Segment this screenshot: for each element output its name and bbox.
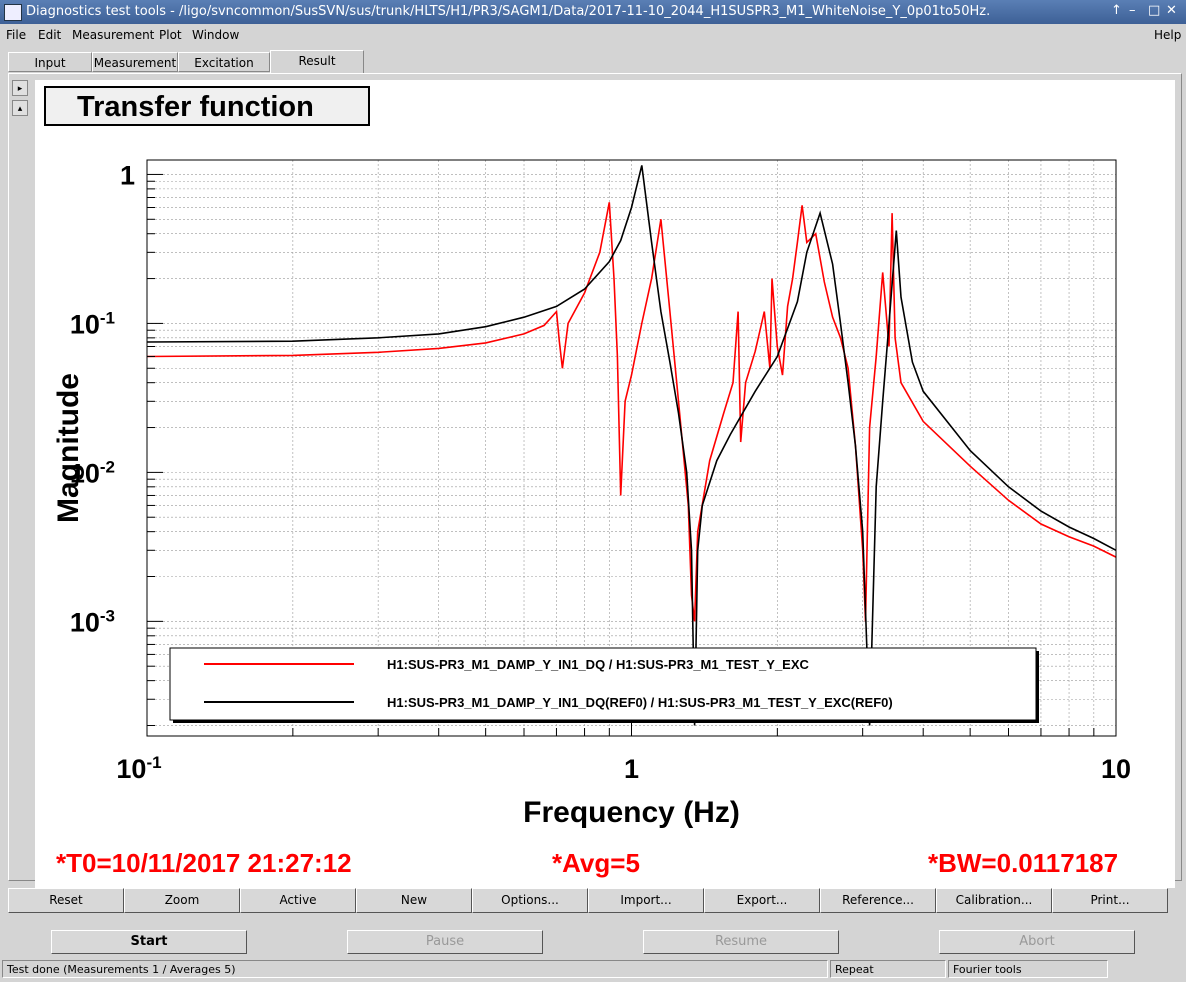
collapse-up-arrow-icon[interactable]: ▴ (12, 100, 28, 116)
menu-bar: File Edit Measurement Plot Window Help (0, 24, 1186, 46)
resume-button[interactable]: Resume (643, 930, 839, 954)
options-button[interactable]: Options... (472, 888, 588, 913)
app-icon (4, 4, 22, 21)
status-message: Test done (Measurements 1 / Averages 5) (2, 960, 828, 978)
tab-excitation[interactable]: Excitation (178, 52, 270, 72)
tab-result[interactable]: Result (270, 50, 364, 74)
plot-title: Transfer function (44, 86, 370, 126)
import-button[interactable]: Import... (588, 888, 704, 913)
new-button[interactable]: New (356, 888, 472, 913)
start-button[interactable]: Start (51, 930, 247, 954)
menu-help[interactable]: Help (1154, 28, 1182, 42)
tab-measurement[interactable]: Measurement (92, 52, 178, 72)
menu-plot[interactable]: Plot (159, 28, 182, 42)
tab-input[interactable]: Input (8, 52, 92, 72)
active-button[interactable]: Active (240, 888, 356, 913)
tab-bar: Input Measurement Excitation Result (0, 50, 1186, 74)
status-mode: Repeat (830, 960, 946, 978)
avg-stat: *Avg=5 (552, 848, 640, 878)
zoom-button[interactable]: Zoom (124, 888, 240, 913)
calibration-button[interactable]: Calibration... (936, 888, 1052, 913)
plot-canvas[interactable] (35, 80, 1175, 888)
raise-window-button[interactable]: ↑ (1111, 3, 1122, 18)
maximize-button[interactable]: □ (1148, 3, 1161, 18)
close-button[interactable]: ✕ (1166, 3, 1177, 18)
minimize-button[interactable]: – (1129, 3, 1136, 18)
window-title: Diagnostics test tools - /ligo/svncommon… (26, 4, 991, 19)
t0-stat: *T0=10/11/2017 21:27:12 (56, 848, 352, 878)
bw-stat: *BW=0.0117187 (928, 848, 1119, 878)
window-titlebar: Diagnostics test tools - /ligo/svncommon… (0, 0, 1186, 24)
status-tools: Fourier tools (948, 960, 1108, 978)
menu-file[interactable]: File (6, 28, 27, 42)
expand-right-arrow-icon[interactable]: ▸ (12, 80, 28, 96)
reference-button[interactable]: Reference... (820, 888, 936, 913)
menu-measurement[interactable]: Measurement (72, 28, 155, 42)
reset-button[interactable]: Reset (8, 888, 124, 913)
menu-edit[interactable]: Edit (38, 28, 62, 42)
export-button[interactable]: Export... (704, 888, 820, 913)
menu-window[interactable]: Window (192, 28, 240, 42)
abort-button[interactable]: Abort (939, 930, 1135, 954)
pause-button[interactable]: Pause (347, 930, 543, 954)
print-button[interactable]: Print... (1052, 888, 1168, 913)
